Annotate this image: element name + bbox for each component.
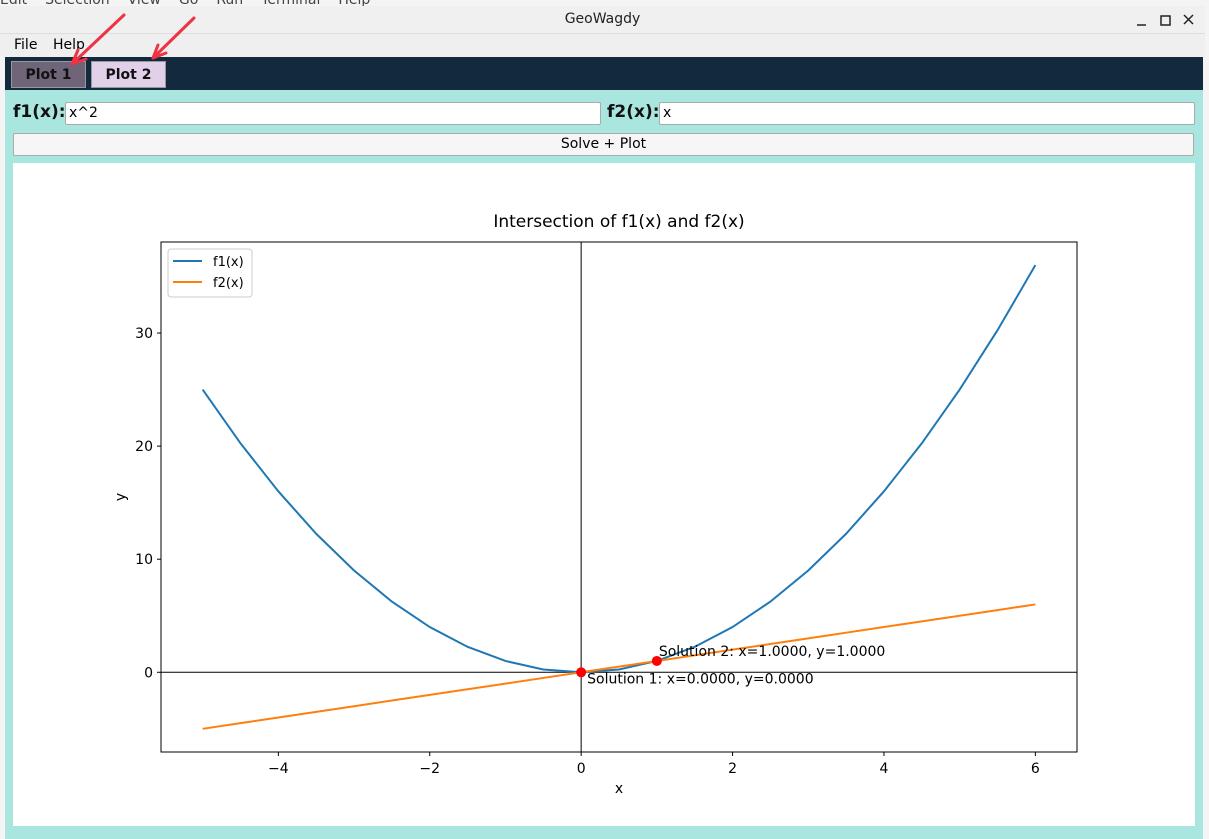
x-tick-label: 4 xyxy=(879,761,888,777)
x-tick-label: 0 xyxy=(577,761,586,777)
background-menu-item: Help xyxy=(338,0,371,8)
series-line xyxy=(202,603,1036,730)
x-tick-label: 2 xyxy=(728,761,737,777)
background-menu-item: Edit xyxy=(0,0,28,8)
y-tick-label: 20 xyxy=(135,439,153,455)
y-tick-label: 30 xyxy=(135,326,153,342)
y-tick-label: 10 xyxy=(135,552,153,568)
tab[interactable]: Plot 2 xyxy=(91,61,166,88)
window-controls[interactable] xyxy=(1137,12,1197,28)
tab[interactable]: Plot 1 xyxy=(11,61,86,88)
title-bar: GeoWagdy xyxy=(0,6,1205,34)
background-menu-item: Terminal xyxy=(261,0,321,8)
f2-label: f2(x): xyxy=(607,102,660,122)
background-menu-item: Go xyxy=(178,0,199,8)
solution-label: Solution 1: x=0.0000, y=0.0000 xyxy=(587,671,813,687)
solve-button[interactable]: Solve + Plot xyxy=(13,133,1194,156)
background-menu-item: View xyxy=(127,0,161,8)
legend-label: f2(x) xyxy=(213,276,244,291)
x-axis-label: x xyxy=(615,781,623,797)
background-menu: Edit Selection View Go Run Terminal Help xyxy=(0,0,371,8)
tab-bar xyxy=(5,57,1203,90)
axes-frame xyxy=(160,241,1078,753)
x-tick-label: −2 xyxy=(419,761,440,777)
f1-input[interactable]: x^2 xyxy=(65,102,601,125)
chart: Intersection of f1(x) and f2(x) x y −4 −2 0 2 4… xyxy=(13,163,1195,826)
chart-title: Intersection of f1(x) and f2(x) xyxy=(493,212,744,232)
f1-label: f1(x): xyxy=(13,102,66,122)
series-line xyxy=(201,264,1037,674)
solution-point xyxy=(576,667,587,678)
solution-point xyxy=(651,655,662,666)
solution-label: Solution 2: x=1.0000, y=1.0000 xyxy=(659,644,885,660)
background-menu-item: Selection xyxy=(45,0,110,8)
menu-item[interactable]: File xyxy=(14,37,38,53)
background-menu-item: Run xyxy=(216,0,244,8)
x-tick-label: −4 xyxy=(268,761,289,777)
f2-input[interactable]: x xyxy=(659,102,1195,125)
legend-label: f1(x) xyxy=(213,255,244,270)
y-tick-label: 0 xyxy=(144,665,153,681)
window-title: GeoWagdy xyxy=(564,11,641,27)
y-axis-label: y xyxy=(113,493,129,501)
x-tick-label: 6 xyxy=(1031,761,1040,777)
annotation-arrows xyxy=(70,13,196,66)
